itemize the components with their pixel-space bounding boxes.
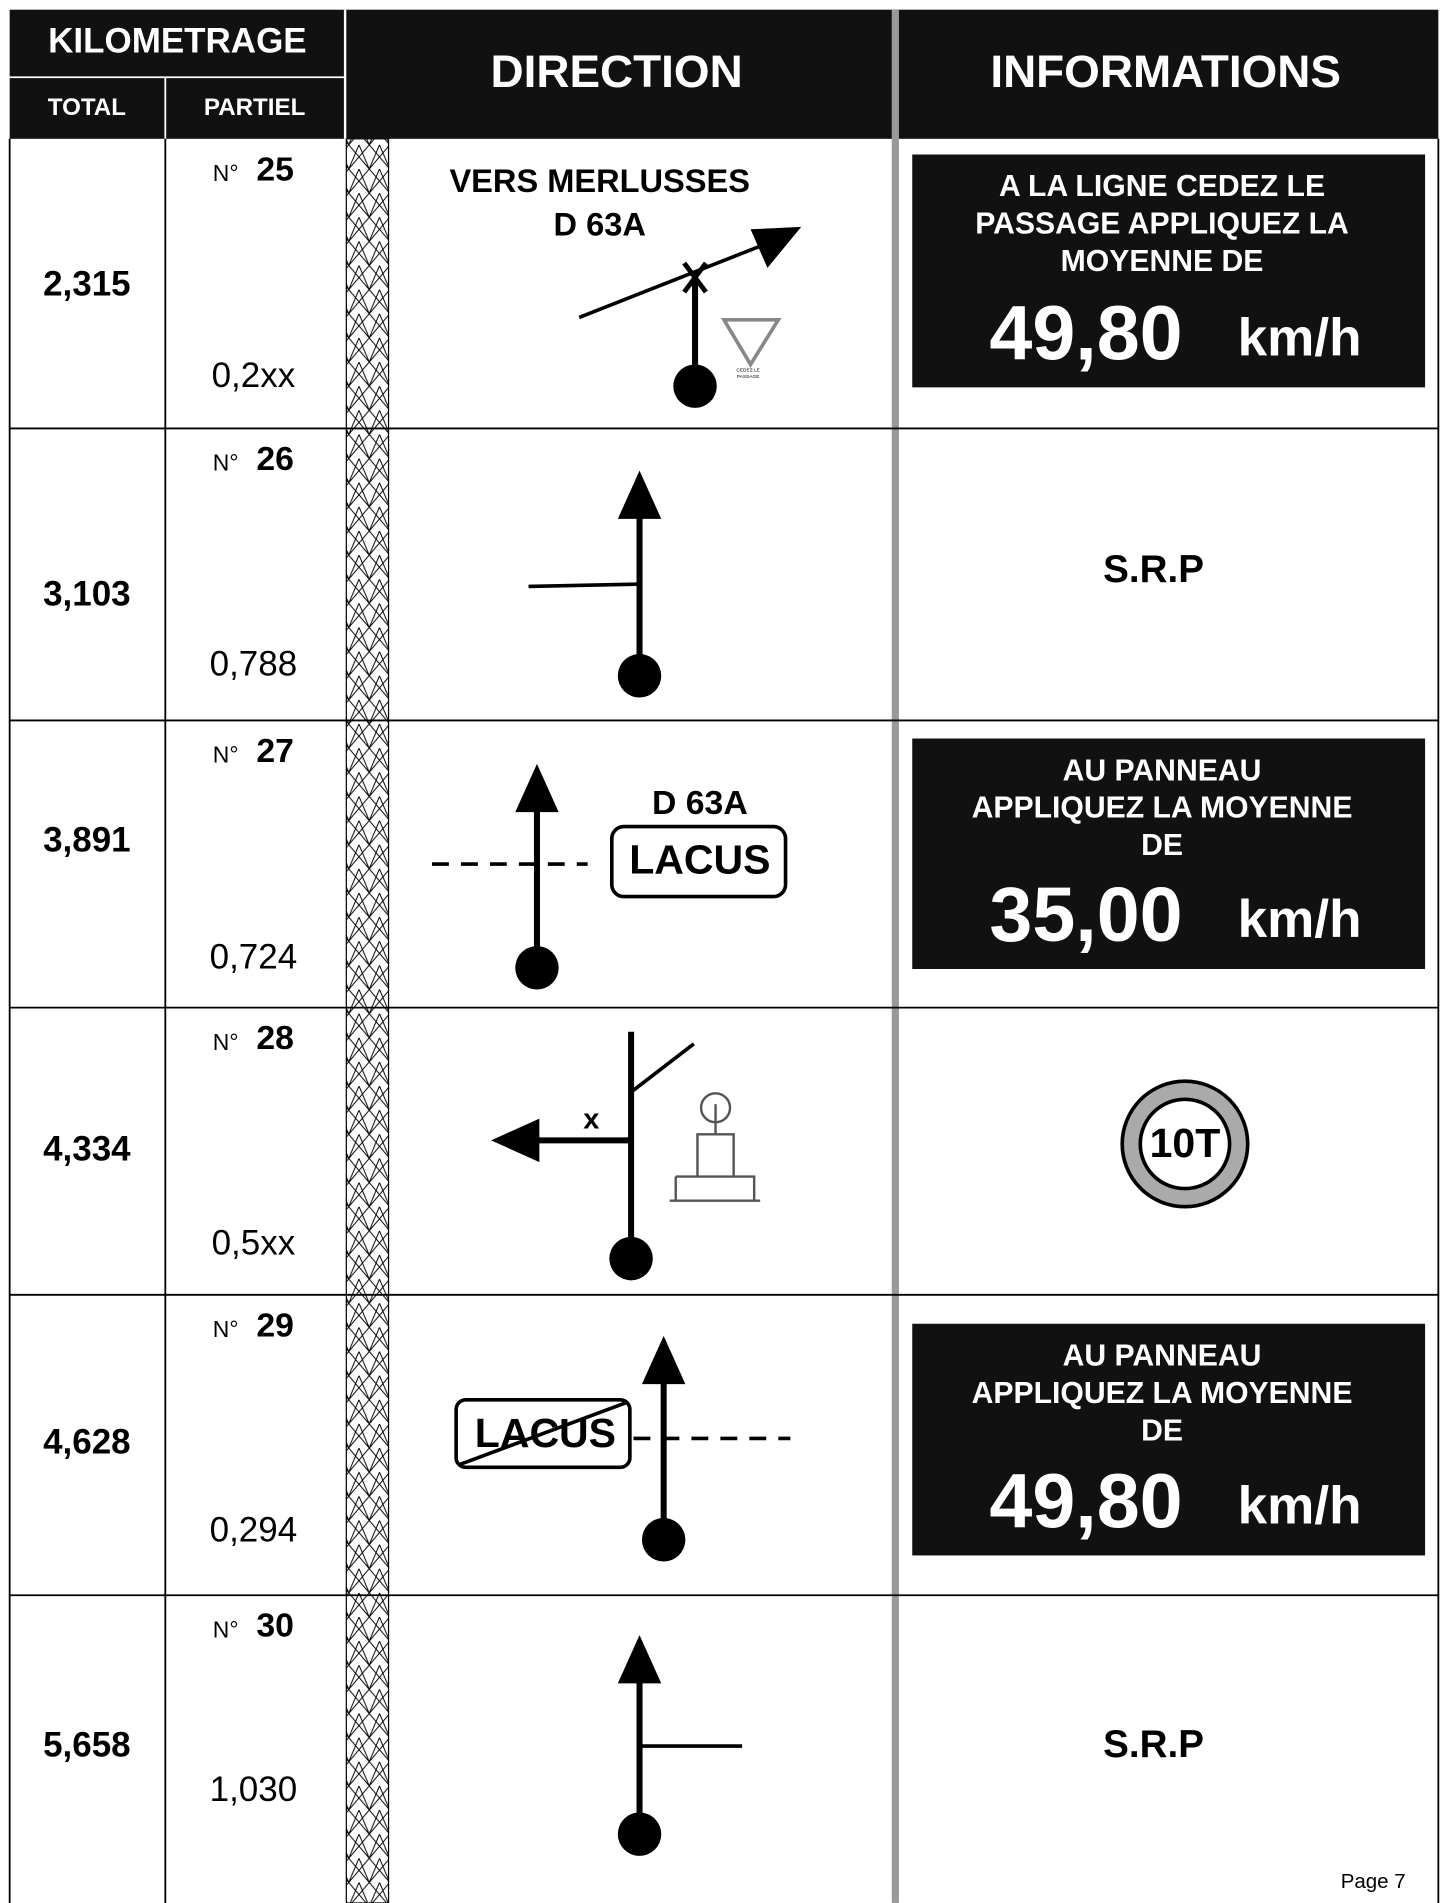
place-name: LACUS (629, 837, 770, 883)
info-box (912, 1323, 1426, 1556)
info-line: AU PANNEAU (1063, 1340, 1262, 1373)
header-total: TOTAL (48, 94, 126, 121)
arrow-head (617, 1635, 662, 1684)
speed-unit: km/h (1238, 1477, 1362, 1536)
waypoint-number: 25 (256, 150, 294, 188)
info-line: AU PANNEAU (1063, 754, 1262, 787)
number-prefix: N° (213, 742, 239, 768)
info-box (912, 738, 1426, 969)
column-divider (891, 9, 899, 1903)
info-line: A LA LIGNE CEDEZ LE (999, 170, 1325, 203)
road-number: D 63A (652, 784, 748, 822)
start-dot (617, 654, 662, 698)
road-line (578, 242, 767, 320)
yield-sign (720, 318, 782, 368)
start-dot (515, 946, 559, 990)
waypoint-number: 26 (256, 440, 294, 478)
speed-value: 49,80 (989, 1459, 1182, 1545)
speed-value: 35,00 (989, 872, 1182, 958)
arrow-head (491, 1118, 540, 1163)
header-bar (9, 9, 1439, 139)
fountain-icon (669, 1104, 761, 1202)
speed-unit: km/h (1238, 890, 1362, 949)
arrow-head (515, 763, 559, 813)
start-dot (641, 1518, 686, 1562)
waypoint-number: 28 (256, 1019, 294, 1057)
sign-text: PASSAGE (737, 374, 760, 380)
header-partiel: PARTIEL (204, 94, 305, 121)
arrow-head (641, 1335, 686, 1385)
info-line: DE (1141, 1414, 1183, 1447)
number-prefix: N° (213, 1029, 239, 1055)
total-distance: 4,334 (43, 1129, 131, 1168)
route-mark: x (583, 1104, 599, 1136)
waypoint-number: 27 (256, 732, 294, 770)
info-line: PASSAGE APPLIQUEZ LA (975, 208, 1349, 241)
header-direction: DIRECTION (491, 45, 743, 97)
cross-mark (682, 261, 708, 294)
number-prefix: N° (213, 1617, 239, 1643)
total-distance: 3,891 (43, 821, 131, 860)
partial-distance: 0,2xx (212, 356, 296, 395)
direction-label: D 63A (554, 207, 646, 243)
number-prefix: N° (213, 450, 239, 476)
number-prefix: N° (213, 160, 239, 186)
partial-distance: 0,724 (210, 938, 298, 977)
speed-value: 49,80 (989, 291, 1182, 377)
hatched-strip (345, 138, 390, 1903)
weight-sign-inner (1138, 1097, 1232, 1191)
side-road (528, 582, 640, 589)
header-informations: INFORMATIONS (990, 45, 1341, 97)
info-text: S.R.P (1103, 548, 1204, 591)
weight-sign-text: 10T (1150, 1120, 1221, 1166)
info-line: DE (1141, 829, 1183, 862)
partial-distance: 1,030 (210, 1770, 298, 1809)
strike-line (457, 1400, 629, 1467)
number-prefix: N° (213, 1316, 239, 1342)
arrow-head (750, 226, 802, 268)
total-distance: 3,103 (43, 574, 131, 613)
total-distance: 2,315 (43, 264, 131, 303)
start-dot (617, 1812, 662, 1856)
start-dot (673, 364, 717, 408)
side-road (629, 1042, 695, 1094)
start-dot (609, 1236, 653, 1281)
waypoint-number: 29 (256, 1306, 294, 1344)
partial-distance: 0,5xx (212, 1224, 296, 1263)
info-box (912, 154, 1426, 388)
arrow-head (617, 470, 662, 519)
total-distance: 5,658 (43, 1726, 131, 1765)
partial-distance: 0,788 (210, 644, 298, 683)
info-line: APPLIQUEZ LA MOYENNE (972, 792, 1353, 825)
partial-distance: 0,294 (210, 1511, 298, 1550)
fountain-icon (699, 1092, 732, 1124)
page-number: Page 7 (1341, 1870, 1406, 1893)
speed-unit: km/h (1238, 309, 1362, 368)
info-line: MOYENNE DE (1061, 245, 1264, 278)
info-line: APPLIQUEZ LA MOYENNE (972, 1377, 1353, 1410)
sign-text: CEDEZ LE (736, 368, 760, 374)
direction-label: VERS MERLUSSES (449, 163, 750, 199)
info-text: S.R.P (1103, 1723, 1204, 1766)
place-sign (609, 824, 788, 899)
total-distance: 4,628 (43, 1423, 131, 1462)
waypoint-number: 30 (256, 1607, 294, 1645)
header-kilometrage: KILOMETRAGE (48, 22, 307, 61)
